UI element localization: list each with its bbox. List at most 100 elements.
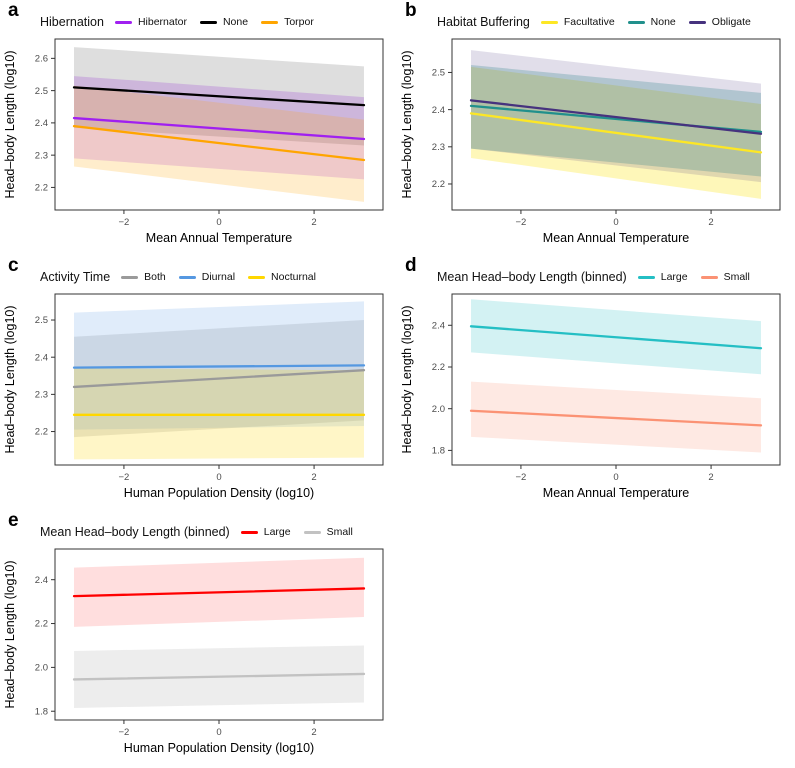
x-axis-title: Mean Annual Temperature [543,231,689,245]
legend-item-obligate: Obligate [688,16,751,28]
plot-e: −2 0 2 1.8 2.0 2.2 2.4 Human Population Density… [3,548,384,755]
x-tick-label: 0 [613,472,618,483]
panel-c: c Activity Time Both Diurnal Nocturnal −2 0… [0,255,397,510]
plot-d: −2 0 2 1.8 2.0 2.2 2.4 Mean Annual Temperature H… [400,293,781,500]
x-tick-label: 2 [708,217,713,228]
line-both [72,369,366,389]
y-tick-label: 1.8 [35,706,48,717]
legend-key-line-hibernator [114,20,132,24]
legend-d: Mean Head–body Length (binned) Large Smal… [437,270,750,284]
x-tick-label: 0 [216,727,221,738]
y-tick-label: 2.5 [432,68,445,79]
y-axis-title: Head–body Length (log10) [400,305,414,453]
x-tick-label: 0 [216,472,221,483]
line-hibernator [72,116,366,141]
y-axis-title: Head–body Length (log10) [3,50,17,198]
y-tick-label: 2.2 [35,427,48,438]
legend-title-d: Mean Head–body Length (binned) [437,270,627,284]
line-facultative [469,112,763,154]
legend-item-hibernator: Hibernator [114,16,187,28]
line-diurnal [72,364,366,369]
legend-label-large: Large [263,526,291,538]
legend-key-line-diurnal [178,275,196,279]
line-small [469,409,763,427]
y-tick-label: 2.2 [35,619,48,630]
legend-items-e: Large Small [240,526,353,538]
x-tick-label: 2 [708,472,713,483]
y-tick-label: 2.2 [35,183,48,194]
panel-d: d Mean Head–body Length (binned) Large Sm… [397,255,795,510]
y-tick-label: 2.4 [432,320,445,331]
panel-a: a Hibernation Hibernator None Torpor −2 0 2 2… [0,0,397,255]
panel-label-d: d [405,255,417,276]
legend-item-none: None [199,16,249,28]
legend-label-torpor: Torpor [284,16,314,28]
plot-a: −2 0 2 2.2 2.3 2.4 2.5 2.6 Mean Annual Temperatu… [3,38,384,245]
line-none [72,86,366,107]
y-tick-label: 2.4 [35,118,48,129]
legend-key-line-large [240,530,258,534]
line-small [72,672,366,681]
y-tick-label: 1.8 [432,446,445,457]
y-tick-label: 2.2 [432,362,445,373]
legend-label-nocturnal: Nocturnal [271,271,316,283]
panel-label-e: e [8,510,19,531]
x-tick-label: 0 [216,217,221,228]
legend-label-diurnal: Diurnal [201,271,236,283]
legend-item-nocturnal: Nocturnal [248,271,316,283]
legend-label-small: Small [326,526,353,538]
legend-a: Hibernation Hibernator None Torpor [40,15,314,29]
panel-label-c: c [8,255,19,276]
legend-item-large: Large [637,271,688,283]
panel-b: b Habitat Buffering Facultative None Oblig… [397,0,795,255]
y-tick-label: 2.2 [432,179,445,190]
y-tick-label: 2.6 [35,54,48,65]
legend-label-none: None [650,16,676,28]
line-large [469,325,763,350]
y-tick-label: 2.3 [35,390,48,401]
legend-e: Mean Head–body Length (binned) Large Smal… [40,525,353,539]
legend-label-small: Small [723,271,750,283]
legend-label-large: Large [660,271,688,283]
legend-key-line-facultative [540,20,558,24]
legend-label-hibernator: Hibernator [137,16,187,28]
legend-b: Habitat Buffering Facultative None Obligat… [437,15,751,29]
x-tick-label: −2 [119,217,130,228]
legend-item-none: None [627,16,676,28]
legend-key-line-torpor [261,20,279,24]
x-tick-label: 0 [613,217,618,228]
legend-label-facultative: Facultative [563,16,615,28]
legend-key-line-nocturnal [248,275,266,279]
x-axis-title: Mean Annual Temperature [146,231,292,245]
line-large [72,587,366,598]
legend-item-small: Small [303,526,353,538]
legend-item-large: Large [240,526,291,538]
legend-item-diurnal: Diurnal [178,271,236,283]
plot-c: −2 0 2 2.2 2.3 2.4 2.5 Human Population Density… [3,293,384,500]
legend-key-line-small [700,275,718,279]
legend-item-small: Small [700,271,750,283]
legend-key-line-none [627,20,645,24]
x-tick-label: 2 [311,217,316,228]
legend-c: Activity Time Both Diurnal Nocturnal [40,270,316,284]
panel-label-a: a [8,0,19,21]
legend-items-b: Facultative None Obligate [540,16,751,28]
x-tick-label: −2 [119,472,130,483]
legend-key-line-large [637,275,655,279]
legend-item-both: Both [121,271,166,283]
y-tick-label: 2.3 [35,150,48,161]
y-axis-title: Head–body Length (log10) [400,50,414,198]
panel-label-b: b [405,0,417,21]
legend-label-none: None [222,16,249,28]
x-axis-title: Mean Annual Temperature [543,486,689,500]
y-tick-label: 2.4 [35,352,48,363]
legend-item-torpor: Torpor [261,16,314,28]
y-tick-label: 2.4 [35,575,48,586]
y-tick-label: 2.5 [35,86,48,97]
legend-title-c: Activity Time [40,270,111,284]
y-axis-title: Head–body Length (log10) [3,560,17,708]
legend-title-b: Habitat Buffering [437,15,530,29]
x-tick-label: 2 [311,727,316,738]
plot-b: −2 0 2 2.2 2.3 2.4 2.5 Mean Annual Temperature H… [400,38,781,245]
panel-e: e Mean Head–body Length (binned) Large Sm… [0,510,397,768]
